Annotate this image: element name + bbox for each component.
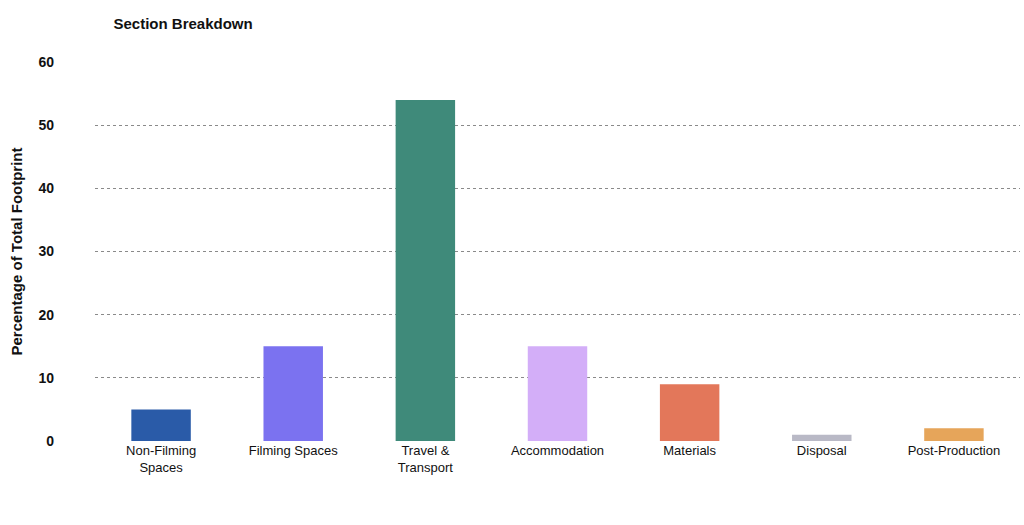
svg-text:Filming Spaces: Filming Spaces: [249, 443, 338, 458]
svg-text:Section Breakdown: Section Breakdown: [114, 15, 253, 32]
svg-text:40: 40: [38, 180, 54, 196]
svg-text:Travel &Transport: Travel &Transport: [398, 443, 454, 475]
svg-text:60: 60: [38, 54, 54, 70]
svg-text:50: 50: [38, 117, 54, 133]
svg-text:20: 20: [38, 307, 54, 323]
svg-text:Post-Production: Post-Production: [908, 443, 1001, 458]
svg-text:Materials: Materials: [663, 443, 716, 458]
svg-text:Accommodation: Accommodation: [511, 443, 604, 458]
svg-text:30: 30: [38, 243, 54, 259]
svg-text:Disposal: Disposal: [797, 443, 847, 458]
svg-text:10: 10: [38, 370, 54, 386]
svg-text:0: 0: [46, 433, 54, 449]
svg-text:Percentage of Total Footprint: Percentage of Total Footprint: [8, 147, 25, 355]
svg-text:Non-FilmingSpaces: Non-FilmingSpaces: [126, 443, 196, 475]
